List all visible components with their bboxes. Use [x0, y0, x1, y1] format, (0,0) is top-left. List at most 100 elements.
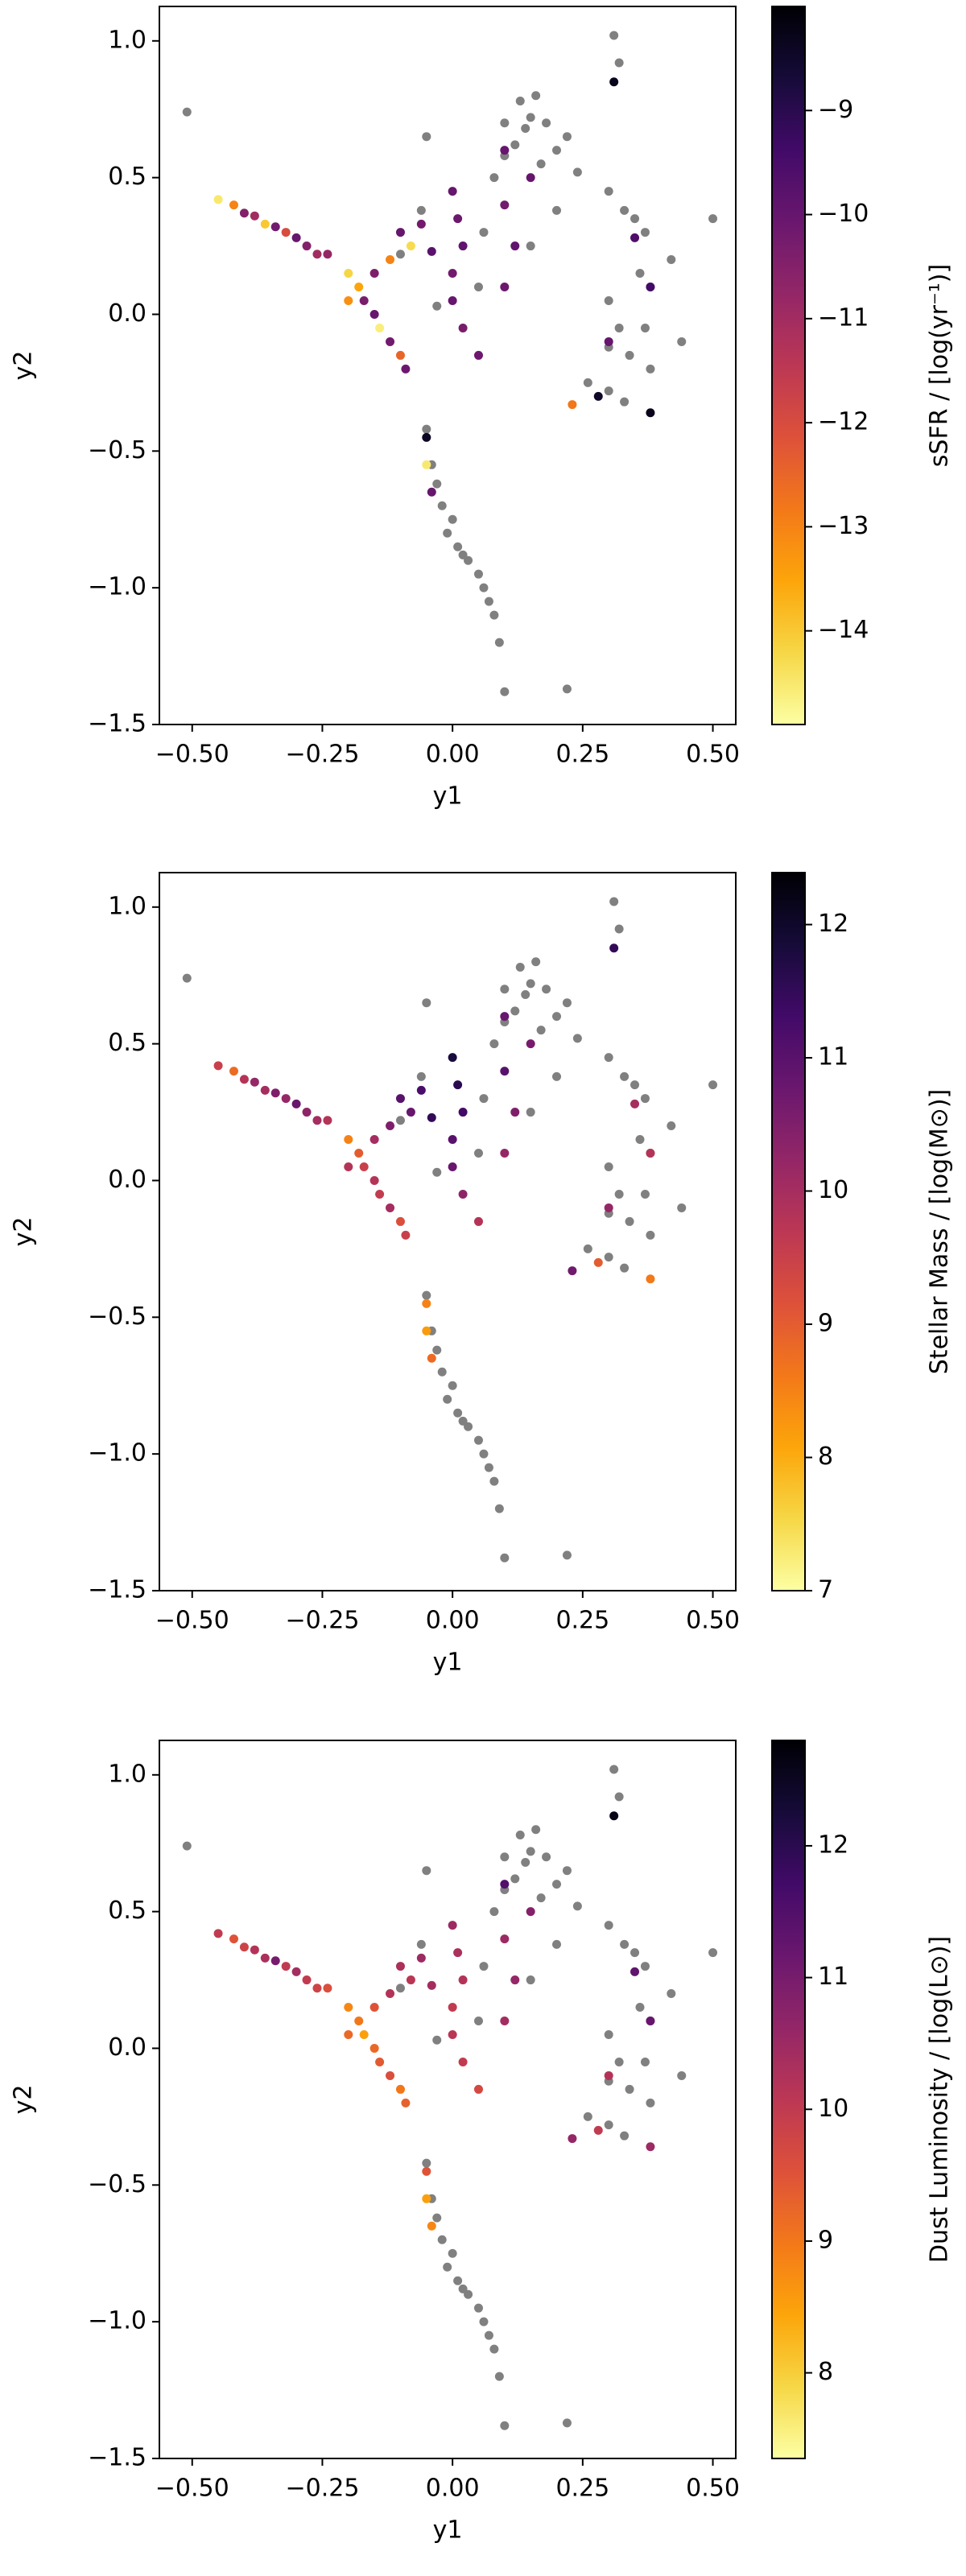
point — [667, 1989, 676, 1999]
point — [432, 1167, 442, 1177]
point — [443, 1394, 452, 1404]
point — [270, 1088, 280, 1098]
point — [427, 246, 436, 256]
point — [614, 924, 624, 934]
point — [552, 205, 562, 215]
point — [646, 2017, 655, 2026]
point — [646, 2142, 655, 2152]
colorbar-label: Dust Luminosity / [log(L⊙)] — [926, 1936, 954, 2263]
axes-frame — [159, 872, 737, 1591]
point — [416, 1085, 426, 1095]
point — [473, 350, 483, 360]
point — [500, 118, 510, 128]
point — [609, 77, 619, 87]
point — [479, 1962, 489, 1971]
point — [416, 1953, 426, 1963]
point — [422, 2158, 431, 2168]
point — [521, 989, 530, 999]
point — [250, 1945, 259, 1955]
point — [281, 1094, 291, 1104]
y-tick-label: −1.0 — [88, 1439, 147, 1468]
colorbar-tick-label: −13 — [818, 512, 869, 540]
point — [213, 195, 223, 204]
point — [416, 1071, 426, 1081]
point — [526, 242, 535, 251]
point — [395, 1962, 405, 1971]
point — [453, 2276, 463, 2285]
colorbar-tick-label: 7 — [818, 1576, 833, 1604]
colorbar-tick-label: 8 — [818, 1443, 833, 1471]
point — [500, 1067, 510, 1076]
point — [646, 364, 655, 374]
point — [182, 107, 192, 117]
axes-frame — [159, 1740, 737, 2459]
point — [448, 187, 457, 196]
point — [625, 350, 634, 360]
point — [432, 2035, 442, 2045]
point — [515, 963, 525, 972]
point — [572, 1901, 582, 1911]
point — [646, 2098, 655, 2107]
point — [473, 2017, 483, 2026]
point — [640, 228, 650, 237]
point — [562, 1550, 572, 1560]
point — [422, 998, 431, 1008]
y-tick-label: 0.0 — [108, 1166, 147, 1194]
point — [609, 943, 619, 953]
point — [291, 1967, 301, 1976]
point — [531, 91, 541, 101]
point — [620, 397, 630, 407]
point — [302, 242, 312, 251]
point — [312, 1116, 322, 1125]
y-tick-label: −1.5 — [88, 2444, 147, 2472]
point — [614, 1792, 624, 1802]
colorbar-tick-label: −9 — [818, 96, 853, 124]
point — [344, 2029, 353, 2039]
point — [422, 1866, 431, 1876]
y-axis-label: y2 — [10, 2085, 38, 2115]
point — [448, 2003, 457, 2013]
point — [443, 528, 452, 538]
point — [473, 1435, 483, 1445]
point — [614, 323, 624, 332]
point — [386, 336, 395, 346]
point — [646, 283, 655, 292]
colorbar-tick-label: 8 — [818, 2358, 833, 2386]
point — [422, 1326, 431, 1335]
point — [500, 687, 510, 696]
point — [542, 1852, 551, 1862]
y-tick-label: −0.5 — [88, 436, 147, 464]
point — [500, 200, 510, 210]
point — [401, 364, 411, 374]
point — [291, 1099, 301, 1108]
point — [453, 1948, 463, 1958]
point — [500, 985, 510, 994]
point — [500, 2421, 510, 2430]
point — [416, 205, 426, 215]
point — [406, 1108, 415, 1117]
point — [677, 1203, 687, 1212]
point — [427, 1353, 436, 1363]
point — [375, 323, 385, 332]
point — [369, 2003, 379, 2013]
point — [609, 31, 619, 40]
x-tick-label: −0.50 — [155, 2475, 229, 2503]
point — [526, 1975, 535, 1985]
point — [422, 432, 431, 442]
point — [448, 1162, 457, 1171]
point — [395, 1216, 405, 1226]
point — [640, 1962, 650, 1971]
point — [604, 2120, 613, 2130]
point — [604, 1162, 613, 1171]
point — [604, 295, 613, 305]
point — [473, 1216, 483, 1226]
y-axis-label: y2 — [10, 1217, 38, 1247]
point — [708, 1948, 718, 1958]
colorbar — [771, 6, 806, 725]
point — [432, 301, 442, 311]
point — [510, 242, 520, 251]
point — [604, 1203, 613, 1212]
point — [568, 2134, 577, 2144]
point — [395, 228, 405, 237]
point — [386, 255, 395, 265]
